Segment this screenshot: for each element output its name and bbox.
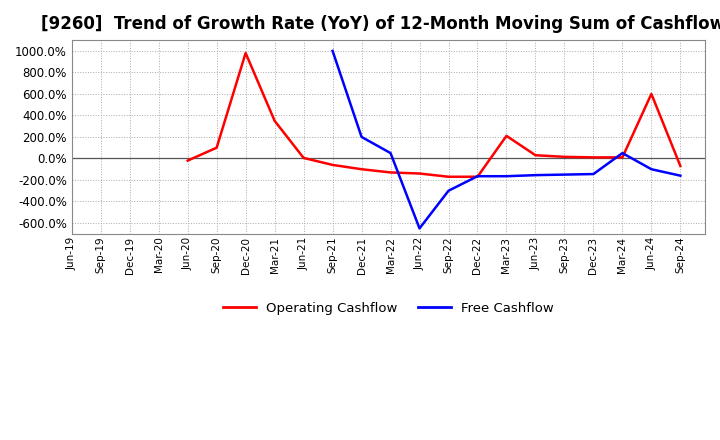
Operating Cashflow bbox=[357, 167, 366, 172]
Operating Cashflow bbox=[444, 174, 453, 180]
Free Cashflow bbox=[502, 173, 510, 179]
Line: Free Cashflow: Free Cashflow bbox=[333, 51, 680, 228]
Operating Cashflow bbox=[386, 170, 395, 175]
Operating Cashflow bbox=[647, 91, 656, 96]
Operating Cashflow bbox=[473, 174, 482, 180]
Free Cashflow bbox=[560, 172, 569, 177]
Free Cashflow bbox=[676, 173, 685, 178]
Legend: Operating Cashflow, Free Cashflow: Operating Cashflow, Free Cashflow bbox=[217, 297, 559, 320]
Free Cashflow bbox=[647, 167, 656, 172]
Free Cashflow bbox=[473, 173, 482, 179]
Free Cashflow bbox=[589, 172, 598, 177]
Title: [9260]  Trend of Growth Rate (YoY) of 12-Month Moving Sum of Cashflows: [9260] Trend of Growth Rate (YoY) of 12-… bbox=[42, 15, 720, 33]
Operating Cashflow bbox=[300, 155, 308, 161]
Operating Cashflow bbox=[502, 133, 510, 139]
Free Cashflow bbox=[618, 150, 626, 156]
Operating Cashflow bbox=[241, 51, 250, 56]
Free Cashflow bbox=[357, 134, 366, 139]
Operating Cashflow bbox=[676, 163, 685, 169]
Operating Cashflow bbox=[560, 154, 569, 159]
Operating Cashflow bbox=[589, 155, 598, 160]
Free Cashflow bbox=[328, 48, 337, 54]
Operating Cashflow bbox=[212, 145, 221, 150]
Operating Cashflow bbox=[270, 118, 279, 124]
Free Cashflow bbox=[531, 172, 540, 178]
Operating Cashflow bbox=[328, 162, 337, 168]
Free Cashflow bbox=[444, 188, 453, 193]
Operating Cashflow bbox=[531, 153, 540, 158]
Operating Cashflow bbox=[415, 171, 424, 176]
Operating Cashflow bbox=[184, 158, 192, 163]
Free Cashflow bbox=[415, 226, 424, 231]
Free Cashflow bbox=[386, 150, 395, 156]
Operating Cashflow bbox=[618, 155, 626, 160]
Line: Operating Cashflow: Operating Cashflow bbox=[188, 53, 680, 177]
